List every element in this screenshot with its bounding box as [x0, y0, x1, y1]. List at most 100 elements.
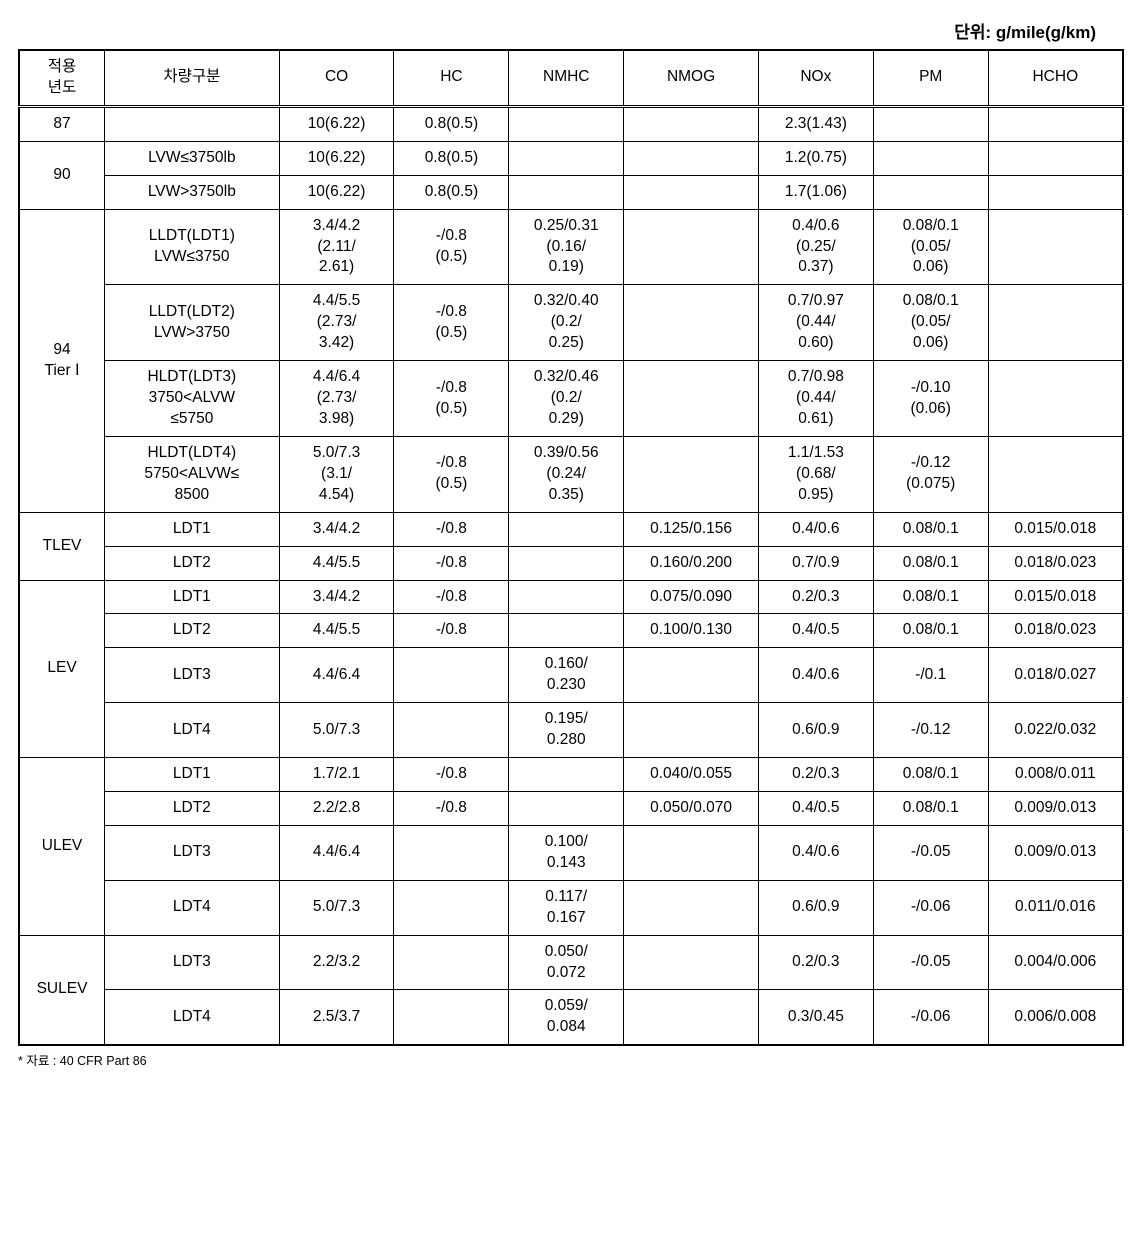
cell-pm: 0.08/0.1	[873, 758, 988, 792]
col-co: CO	[279, 50, 394, 106]
cell-nmhc	[509, 791, 624, 825]
cell-hc	[394, 880, 509, 935]
cell-nmhc: 0.059/ 0.084	[509, 990, 624, 1045]
cell-nmhc: 0.100/ 0.143	[509, 825, 624, 880]
cell-nmog: 0.100/0.130	[624, 614, 759, 648]
cell-pm: 0.08/0.1	[873, 546, 988, 580]
cell-nmog	[624, 175, 759, 209]
cell-nmog	[624, 285, 759, 361]
cell-pm	[873, 175, 988, 209]
cell-hc: -/0.8	[394, 758, 509, 792]
cell-hcho: 0.008/0.011	[988, 758, 1123, 792]
cell-nox: 0.2/0.3	[758, 935, 873, 990]
cell-hc: -/0.8 (0.5)	[394, 436, 509, 512]
cell-nmhc	[509, 512, 624, 546]
cell-veh: LDT3	[105, 935, 280, 990]
cell-pm: 0.08/0.1	[873, 512, 988, 546]
cell-nox: 0.7/0.97 (0.44/ 0.60)	[758, 285, 873, 361]
cell-nmhc	[509, 106, 624, 141]
cell-co: 5.0/7.3 (3.1/ 4.54)	[279, 436, 394, 512]
table-body: 8710(6.22)0.8(0.5)2.3(1.43)90LVW≤3750lb1…	[19, 106, 1123, 1045]
cell-veh: LDT1	[105, 512, 280, 546]
cell-nox: 0.6/0.9	[758, 880, 873, 935]
cell-co: 4.4/6.4	[279, 825, 394, 880]
cell-co: 3.4/4.2 (2.11/ 2.61)	[279, 209, 394, 285]
cell-co: 2.5/3.7	[279, 990, 394, 1045]
cell-nox: 0.7/0.9	[758, 546, 873, 580]
cell-nmhc: 0.050/ 0.072	[509, 935, 624, 990]
cell-nmog	[624, 990, 759, 1045]
cell-hc: -/0.8	[394, 614, 509, 648]
cell-hc	[394, 825, 509, 880]
cell-hc: -/0.8	[394, 791, 509, 825]
cell-hcho: 0.015/0.018	[988, 580, 1123, 614]
cell-veh: LDT1	[105, 580, 280, 614]
cell-hcho: 0.009/0.013	[988, 825, 1123, 880]
table-row: LDT45.0/7.30.195/ 0.2800.6/0.9-/0.120.02…	[19, 703, 1123, 758]
cell-nox: 0.3/0.45	[758, 990, 873, 1045]
cell-co: 4.4/5.5	[279, 546, 394, 580]
cell-pm: -/0.06	[873, 990, 988, 1045]
table-row: 94 Tier ⅠLLDT(LDT1) LVW≤37503.4/4.2 (2.1…	[19, 209, 1123, 285]
table-row: LDT22.2/2.8-/0.80.050/0.0700.4/0.50.08/0…	[19, 791, 1123, 825]
table-row: LDT42.5/3.70.059/ 0.0840.3/0.45-/0.060.0…	[19, 990, 1123, 1045]
cell-hc: -/0.8	[394, 580, 509, 614]
cell-veh: LDT1	[105, 758, 280, 792]
cell-hcho: 0.004/0.006	[988, 935, 1123, 990]
table-row: LDT24.4/5.5-/0.80.100/0.1300.4/0.50.08/0…	[19, 614, 1123, 648]
table-row: LVW>3750lb10(6.22)0.8(0.5)1.7(1.06)	[19, 175, 1123, 209]
cell-pm: -/0.12 (0.075)	[873, 436, 988, 512]
table-row: 8710(6.22)0.8(0.5)2.3(1.43)	[19, 106, 1123, 141]
cell-hc	[394, 648, 509, 703]
cell-nmog	[624, 436, 759, 512]
cell-veh: HLDT(LDT4) 5750<ALVW≤ 8500	[105, 436, 280, 512]
col-nmhc: NMHC	[509, 50, 624, 106]
cell-co: 4.4/5.5 (2.73/ 3.42)	[279, 285, 394, 361]
cell-nmhc: 0.32/0.46 (0.2/ 0.29)	[509, 361, 624, 437]
cell-hc: -/0.8 (0.5)	[394, 209, 509, 285]
cell-hcho	[988, 285, 1123, 361]
cell-hcho: 0.009/0.013	[988, 791, 1123, 825]
cell-nmhc	[509, 546, 624, 580]
table-row: TLEVLDT13.4/4.2-/0.80.125/0.1560.4/0.60.…	[19, 512, 1123, 546]
cell-pm: -/0.12	[873, 703, 988, 758]
cell-co: 10(6.22)	[279, 106, 394, 141]
cell-co: 5.0/7.3	[279, 880, 394, 935]
cell-co: 4.4/5.5	[279, 614, 394, 648]
cell-nmhc	[509, 580, 624, 614]
cell-pm: 0.08/0.1	[873, 791, 988, 825]
group-label: 87	[19, 106, 105, 141]
cell-pm: -/0.10 (0.06)	[873, 361, 988, 437]
cell-hc: -/0.8	[394, 512, 509, 546]
unit-label: 단위: g/mile(g/km)	[18, 18, 1124, 43]
table-row: HLDT(LDT3) 3750<ALVW ≤57504.4/6.4 (2.73/…	[19, 361, 1123, 437]
group-label: SULEV	[19, 935, 105, 1045]
cell-nmhc: 0.117/ 0.167	[509, 880, 624, 935]
cell-nmhc: 0.32/0.40 (0.2/ 0.25)	[509, 285, 624, 361]
cell-hc: -/0.8 (0.5)	[394, 285, 509, 361]
cell-nmog	[624, 361, 759, 437]
cell-co: 4.4/6.4	[279, 648, 394, 703]
cell-co: 3.4/4.2	[279, 512, 394, 546]
table-row: LEVLDT13.4/4.2-/0.80.075/0.0900.2/0.30.0…	[19, 580, 1123, 614]
table-header: 적용 년도 차량구분 CO HC NMHC NMOG NOx PM HCHO	[19, 50, 1123, 106]
cell-nmog: 0.125/0.156	[624, 512, 759, 546]
col-hc: HC	[394, 50, 509, 106]
cell-nmhc: 0.160/ 0.230	[509, 648, 624, 703]
cell-veh: HLDT(LDT3) 3750<ALVW ≤5750	[105, 361, 280, 437]
cell-nmhc	[509, 175, 624, 209]
group-label: 94 Tier Ⅰ	[19, 209, 105, 512]
cell-hcho	[988, 361, 1123, 437]
cell-veh: LDT3	[105, 825, 280, 880]
table-row: 90LVW≤3750lb10(6.22)0.8(0.5)1.2(0.75)	[19, 141, 1123, 175]
cell-veh: LDT4	[105, 880, 280, 935]
cell-pm: 0.08/0.1 (0.05/ 0.06)	[873, 285, 988, 361]
col-nmog: NMOG	[624, 50, 759, 106]
cell-nmog	[624, 935, 759, 990]
cell-hc	[394, 990, 509, 1045]
table-row: LDT24.4/5.5-/0.80.160/0.2000.7/0.90.08/0…	[19, 546, 1123, 580]
cell-veh: LDT4	[105, 703, 280, 758]
cell-nmog	[624, 209, 759, 285]
col-hcho: HCHO	[988, 50, 1123, 106]
cell-nmog	[624, 825, 759, 880]
